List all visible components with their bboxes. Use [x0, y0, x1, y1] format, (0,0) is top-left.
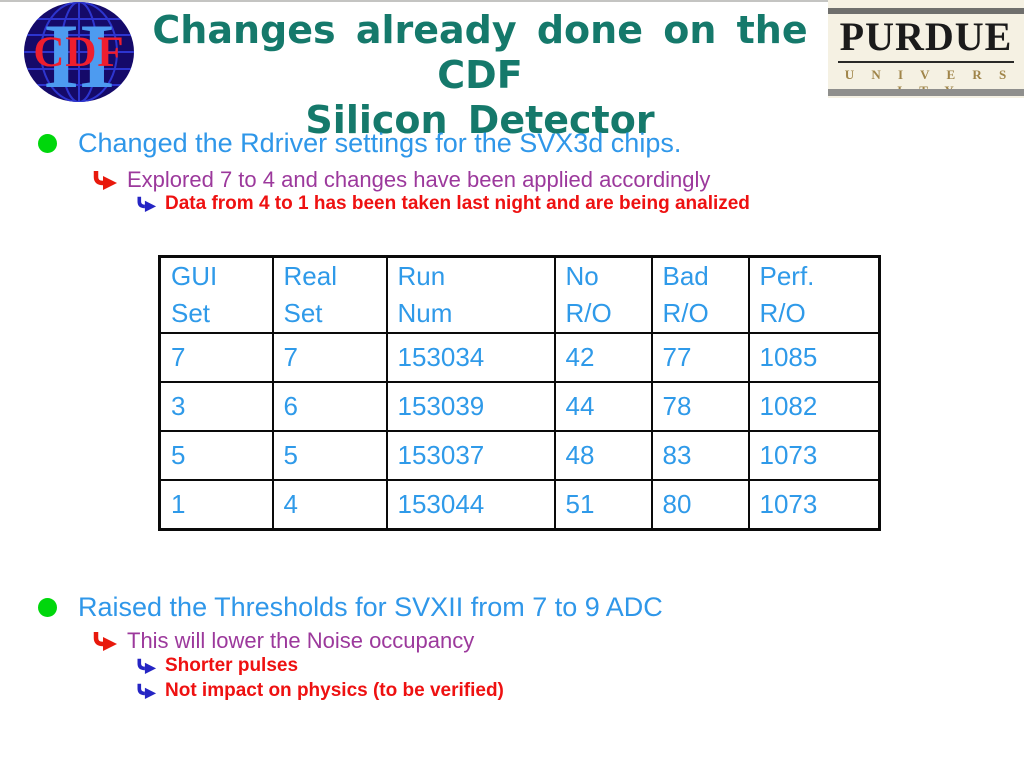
cdf-logo-label: CDF: [33, 29, 124, 76]
cell: 48: [553, 430, 653, 481]
purdue-logo-rule: [838, 61, 1014, 63]
table-row: 7 7 153034 42 77 1085: [158, 332, 881, 383]
cell: 83: [650, 430, 750, 481]
cell: 1085: [747, 332, 881, 383]
cell: 153037: [385, 430, 556, 481]
cell: 44: [553, 381, 653, 432]
cell: 1: [158, 479, 274, 531]
cell: 42: [553, 332, 653, 383]
col-header-gui-set: GUI Set: [158, 255, 274, 334]
cell: 5: [271, 430, 388, 481]
col-header-no-ro: No R/O: [553, 255, 653, 334]
purdue-logo-top-band: [828, 8, 1024, 14]
col-header-bad-ro: Bad R/O: [650, 255, 750, 334]
cell: 6: [271, 381, 388, 432]
curved-arrow-icon: [93, 632, 117, 651]
cell: 3: [158, 381, 274, 432]
subsub-bullet-shorter-pulses: Shorter pulses: [136, 655, 298, 677]
bullet-changed-rdriver: Changed the Rdriver settings for the SVX…: [38, 128, 681, 159]
col-header-run-num: Run Num: [385, 255, 556, 334]
sub-bullet-explored: Explored 7 to 4 and changes have been ap…: [92, 167, 710, 192]
curved-arrow-icon: [137, 658, 157, 674]
col-header-real-set: Real Set: [271, 255, 388, 334]
cdf-logo: II CDF: [23, 1, 135, 107]
cell: 78: [650, 381, 750, 432]
subsub-bullet-text: Data from 4 to 1 has been taken last nig…: [165, 193, 750, 214]
cell: 4: [271, 479, 388, 531]
subsub-bullet-text: Shorter pulses: [165, 655, 299, 676]
purdue-logo-wordmark: PURDUE: [839, 14, 1013, 59]
bullet-dot-icon: [38, 598, 57, 617]
bullet-text: Changed the Rdriver settings for the SVX…: [78, 128, 682, 158]
bullet-text: Raised the Thresholds for SVXII from 7 t…: [78, 592, 663, 622]
slide-title-line2: Silicon Detector: [305, 98, 655, 142]
cell: 7: [271, 332, 388, 383]
table-row: 5 5 153037 48 83 1073: [158, 430, 881, 481]
subsub-bullet-text: Not impact on physics (to be verified): [165, 680, 504, 701]
bullet-dot-icon: [38, 134, 57, 153]
slide-title-line1: Changes already done on the CDF: [152, 8, 808, 97]
bullet-raised-thresholds: Raised the Thresholds for SVXII from 7 t…: [38, 592, 663, 623]
cell: 5: [158, 430, 274, 481]
table-row: 1 4 153044 51 80 1073: [158, 479, 881, 531]
curved-arrow-icon: [137, 196, 157, 212]
cell: 7: [158, 332, 274, 383]
run-results-table: GUI Set Real Set Run Num No R/O Bad R/O …: [158, 255, 881, 531]
slide-title: Changes already done on the CDF Silicon …: [130, 8, 830, 143]
cell: 153039: [385, 381, 556, 432]
purdue-logo-bottom-band: [828, 89, 1024, 96]
curved-arrow-icon: [137, 683, 157, 699]
cell: 153034: [385, 332, 556, 383]
cell: 1073: [747, 479, 881, 531]
subsub-bullet-no-physics-impact: Not impact on physics (to be verified): [136, 680, 504, 702]
cdf-logo-icon: II CDF: [24, 2, 134, 107]
cell: 1073: [747, 430, 881, 481]
sub-bullet-text: Explored 7 to 4 and changes have been ap…: [127, 167, 711, 192]
cdf-logo-numeral: II: [43, 5, 115, 104]
subsub-bullet-data-taken: Data from 4 to 1 has been taken last nig…: [136, 193, 750, 215]
cell: 153044: [385, 479, 556, 531]
col-header-perf-ro: Perf. R/O: [747, 255, 881, 334]
table-header-row: GUI Set Real Set Run Num No R/O Bad R/O …: [158, 255, 881, 334]
cell: 80: [650, 479, 750, 531]
cell: 1082: [747, 381, 881, 432]
purdue-logo: PURDUE U N I V E R S I T Y: [828, 0, 1024, 98]
slide-top-border: [0, 0, 1024, 2]
table-row: 3 6 153039 44 78 1082: [158, 381, 881, 432]
cell: 77: [650, 332, 750, 383]
curved-arrow-icon: [93, 171, 117, 190]
sub-bullet-text: This will lower the Noise occupancy: [127, 628, 475, 653]
cell: 51: [553, 479, 653, 531]
sub-bullet-lower-noise: This will lower the Noise occupancy: [92, 628, 474, 653]
